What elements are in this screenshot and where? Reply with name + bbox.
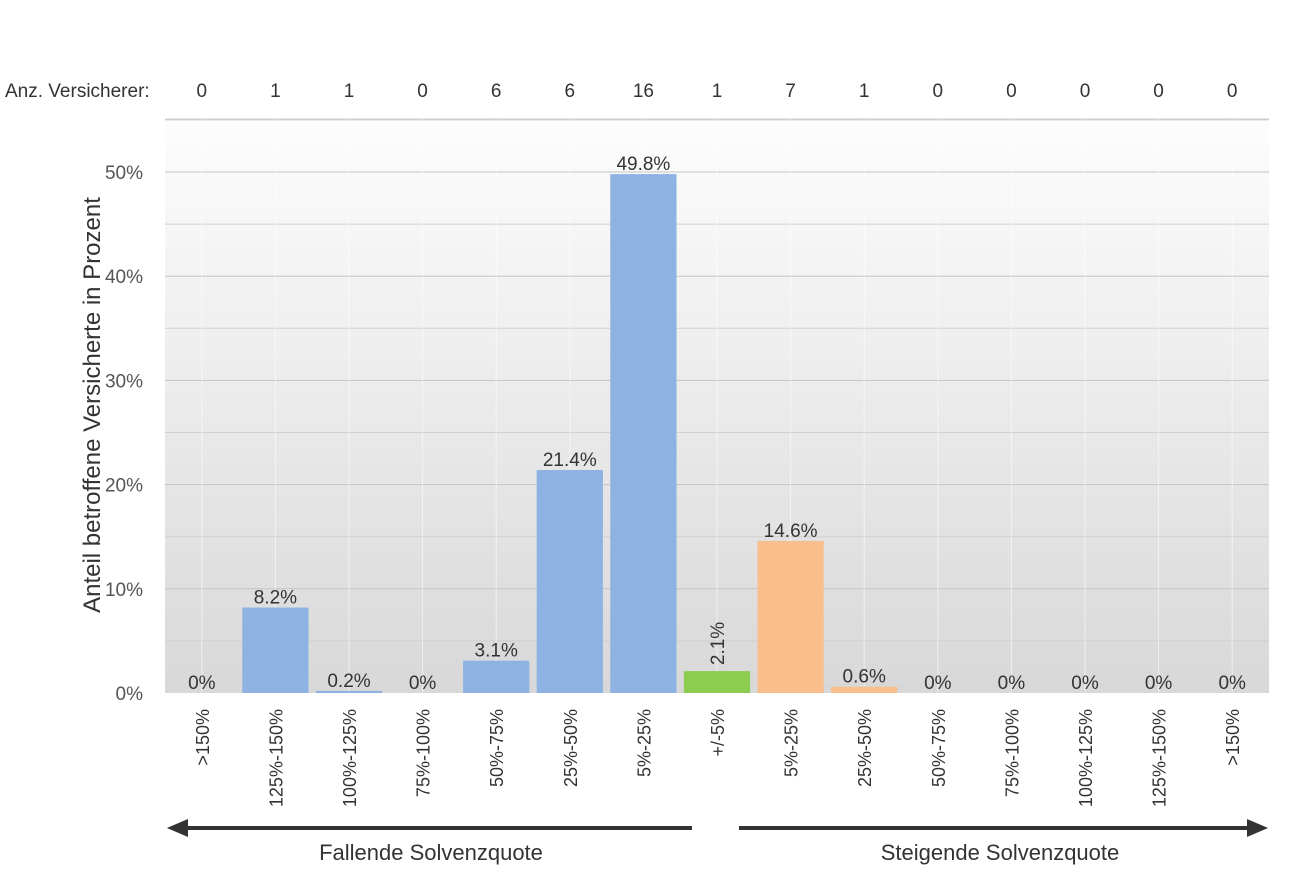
- data-labels: 0% 8.2% 0.2% 0% 3.1% 21.4% 49.8% 2.1% 14.6% 0.6% 0…: [188, 154, 1246, 694]
- y-tick-label: 20%: [105, 476, 143, 497]
- falling-arrow: [166, 818, 692, 838]
- category-label: 75%-100%: [414, 709, 434, 797]
- insurer-count: 1: [712, 81, 723, 102]
- direction-arrows: Fallende Solvenzquote Steigende Solvenzq…: [166, 818, 1269, 865]
- y-tick-label: 10%: [105, 580, 143, 601]
- data-label: 0%: [188, 673, 216, 694]
- insurer-count: 0: [1227, 81, 1238, 102]
- category-label: >150%: [193, 709, 213, 766]
- bar: [463, 660, 530, 693]
- insurer-count: 6: [565, 81, 576, 102]
- data-label: 0.2%: [327, 671, 370, 692]
- bar: [242, 607, 309, 693]
- category-label: 100%-125%: [340, 709, 360, 807]
- data-label: 0%: [1145, 673, 1173, 694]
- bar: [831, 686, 898, 693]
- data-label: 3.1%: [475, 641, 518, 662]
- insurer-count: 1: [344, 81, 355, 102]
- category-label: 5%-25%: [634, 709, 654, 777]
- insurer-count: 7: [785, 81, 796, 102]
- bar: [536, 470, 603, 693]
- data-label: 0%: [998, 673, 1026, 694]
- category-label: 75%-100%: [1002, 709, 1022, 797]
- data-label: 0%: [1071, 673, 1099, 694]
- insurer-count: 0: [1006, 81, 1017, 102]
- insurer-count-row: Anz. Versicherer: 0 1 1 0 6 6 16 1 7 1 0 0 0 0 0: [5, 81, 1237, 102]
- category-label: 25%-50%: [561, 709, 581, 787]
- data-label: 0%: [1218, 673, 1246, 694]
- bar: [757, 540, 824, 693]
- insurer-count: 0: [197, 81, 208, 102]
- insurer-count: 0: [1153, 81, 1164, 102]
- data-label: 2.1%: [708, 622, 729, 665]
- category-label: +/-5%: [708, 709, 728, 757]
- y-tick-label: 30%: [105, 371, 143, 392]
- category-label: >150%: [1223, 709, 1243, 766]
- insurer-count: 1: [859, 81, 870, 102]
- category-label: 125%-150%: [1150, 709, 1170, 807]
- category-label: 100%-125%: [1076, 709, 1096, 807]
- data-label: 14.6%: [764, 521, 818, 542]
- x-axis-categories: >150% 125%-150% 100%-125% 75%-100% 50%-75% 25…: [193, 709, 1243, 807]
- y-axis-ticks: 0% 10% 20% 30% 40% 50%: [105, 163, 143, 705]
- rising-arrow: [739, 818, 1269, 838]
- bar: [683, 671, 751, 693]
- data-label: 0.6%: [843, 667, 886, 688]
- y-tick-label: 0%: [116, 684, 144, 705]
- category-label: 25%-50%: [855, 709, 875, 787]
- data-label: 49.8%: [616, 154, 670, 175]
- y-tick-label: 40%: [105, 267, 143, 288]
- data-label: 21.4%: [543, 450, 597, 471]
- category-label: 125%-150%: [266, 709, 286, 807]
- data-label: 0%: [409, 673, 437, 694]
- bar: [315, 690, 383, 693]
- insurer-count: 16: [633, 81, 654, 102]
- bar: [610, 174, 677, 694]
- insurer-count: 0: [1080, 81, 1091, 102]
- insurer-count: 6: [491, 81, 502, 102]
- y-axis-label: Anteil betroffene Versicherte in Prozent: [79, 197, 106, 613]
- insurer-count: 0: [417, 81, 428, 102]
- insurer-count-label: Anz. Versicherer:: [5, 81, 150, 102]
- y-tick-label: 50%: [105, 163, 143, 184]
- data-label: 0%: [924, 673, 952, 694]
- falling-direction-label: Fallende Solvenzquote: [319, 840, 543, 865]
- data-label: 8.2%: [254, 588, 297, 609]
- bars: [242, 174, 898, 694]
- rising-direction-label: Steigende Solvenzquote: [881, 840, 1120, 865]
- category-label: 50%-75%: [487, 709, 507, 787]
- insurer-count: 0: [933, 81, 944, 102]
- grid: [165, 119, 1269, 693]
- category-label: 5%-25%: [782, 709, 802, 777]
- insurer-count: 1: [270, 81, 281, 102]
- category-label: 50%-75%: [929, 709, 949, 787]
